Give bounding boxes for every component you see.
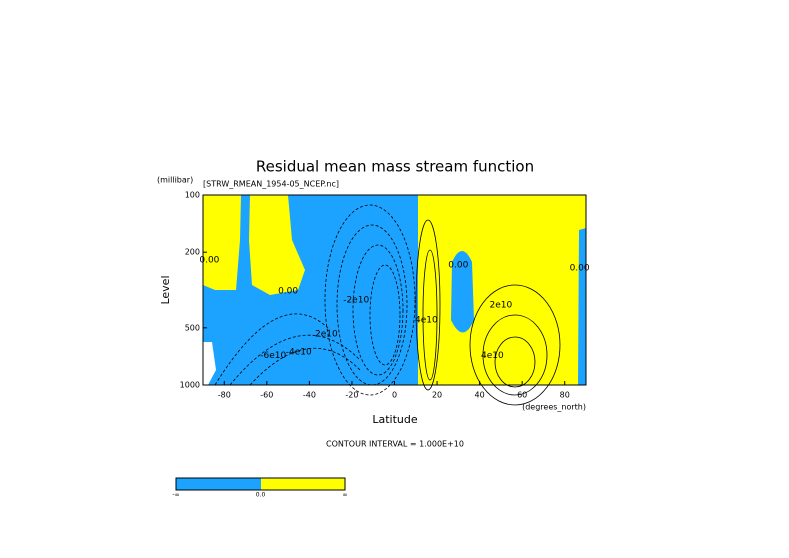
colorbar-label: -∞ <box>172 492 179 499</box>
contour-label: 4e10 <box>415 316 438 326</box>
y-label: Level <box>159 275 172 304</box>
y-tick-label: 500 <box>185 323 200 332</box>
contour-label: 0.00 <box>278 286 298 296</box>
contour-label: 0.00 <box>199 256 219 266</box>
contour-label: 4e10 <box>481 351 504 361</box>
x-unit: (degrees_north) <box>522 403 586 412</box>
x-tick-label: 0 <box>392 391 397 400</box>
colorbar-label: ∞ <box>343 492 348 499</box>
footer: CONTOUR INTERVAL = 1.000E+10 <box>326 440 464 449</box>
positive-region <box>203 195 241 290</box>
colorbar-frame <box>175 477 346 491</box>
blank <box>203 342 216 385</box>
x-tick-label: 80 <box>560 391 570 400</box>
contour-label: 2e10 <box>490 301 513 311</box>
positive-region <box>249 195 305 295</box>
contour-label: 0.00 <box>570 263 590 273</box>
x-tick-label: 40 <box>475 391 485 400</box>
contour-label: -4e10 <box>286 347 312 357</box>
x-tick-label: -20 <box>345 391 358 400</box>
field <box>202 194 587 406</box>
colorbar-positive <box>261 478 345 490</box>
x-tick-label: -40 <box>303 391 316 400</box>
y-tick-label: 100 <box>185 191 200 200</box>
colorbar-negative <box>176 478 261 490</box>
y-tick-label: 1000 <box>180 381 200 390</box>
colorbar-label: 0.0 <box>256 492 266 499</box>
negative-region <box>451 251 474 333</box>
contour-label: 2e10 <box>315 330 338 340</box>
y-tick-label: 200 <box>185 248 200 257</box>
x-tick-label: -80 <box>218 391 231 400</box>
x-tick-label: 20 <box>432 391 442 400</box>
x-label: Latitude <box>372 413 418 426</box>
subtitle: [STRW_RMEAN_1954-05_NCEP.nc] <box>203 180 339 189</box>
contour-label: 0.00 <box>448 260 468 270</box>
colorbar <box>175 477 346 491</box>
chart-title: Residual mean mass stream function <box>256 158 534 176</box>
y-unit: (millibar) <box>157 176 193 185</box>
contour-label: -2e10 <box>343 296 369 306</box>
contour-label: -6e10 <box>260 351 286 361</box>
x-tick-label: -60 <box>260 391 273 400</box>
x-tick-label: 60 <box>517 391 527 400</box>
negative-region <box>578 228 586 385</box>
contour-lines <box>214 204 561 406</box>
